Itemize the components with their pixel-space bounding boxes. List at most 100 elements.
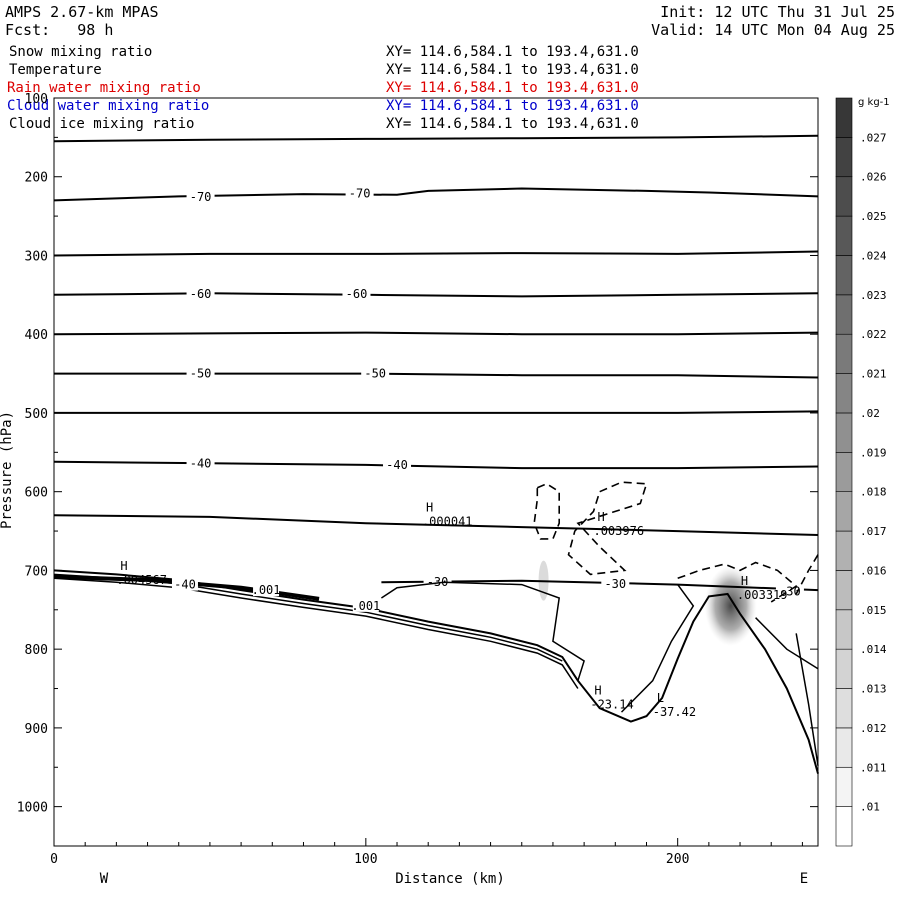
temperature-contour — [53, 292, 819, 298]
colorbar-swatch — [835, 806, 853, 847]
colorbar-swatch — [835, 727, 853, 768]
colorbar-swatch — [835, 255, 853, 296]
colorbar-swatch — [835, 176, 853, 217]
colorbar-label: .013 — [860, 683, 887, 696]
extremum-type: H — [594, 683, 601, 697]
colorbar-label: .019 — [860, 446, 887, 459]
contour-label: -30 — [604, 577, 626, 591]
colorbar-label: .016 — [860, 564, 887, 577]
colorbar-label: .024 — [860, 249, 887, 262]
contour-label: .001 — [252, 583, 281, 597]
terrain-line — [53, 573, 563, 662]
temperature-contour — [53, 460, 819, 470]
colorbar-label: .027 — [860, 131, 887, 144]
colorbar-unit: g kg-1 — [858, 97, 890, 108]
snow-contour — [677, 561, 798, 603]
extremum-value: .003319 — [737, 588, 788, 602]
x-tick-label: 0 — [50, 852, 58, 867]
forecast-label-text: Fcst: — [5, 21, 51, 39]
colorbar-swatch — [835, 294, 853, 335]
colorbar-label: .02 — [860, 407, 880, 420]
colorbar-label: .025 — [860, 210, 887, 223]
colorbar-swatch — [835, 137, 853, 178]
snow-contour — [533, 482, 560, 540]
y-tick-label: 300 — [25, 249, 48, 264]
colorbar-swatch — [835, 452, 853, 492]
contour-label: -50 — [190, 367, 212, 381]
field-name: Cloud water mixing ratio — [7, 98, 210, 114]
temperature-contour — [755, 617, 819, 670]
contour-label: .001 — [351, 599, 380, 613]
y-tick-label: 100 — [25, 92, 48, 107]
temperature-contour — [54, 372, 819, 379]
y-tick-label: 400 — [25, 328, 48, 343]
colorbar-swatch — [835, 97, 853, 138]
direction-east: E — [800, 871, 808, 887]
y-tick-label: 700 — [25, 564, 48, 579]
field-name: Temperature — [9, 62, 102, 78]
y-tick-label: 800 — [25, 643, 48, 658]
contour-label: -60 — [346, 287, 368, 301]
colorbar-swatch — [835, 766, 853, 807]
field-name: Cloud ice mixing ratio — [9, 116, 195, 132]
y-axis-label: Pressure (hPa) — [0, 411, 15, 529]
contour-label: -70 — [190, 190, 212, 204]
y-tick-label: 600 — [25, 486, 48, 501]
y-tick-label: 900 — [25, 722, 48, 737]
contour-label: -60 — [190, 287, 212, 301]
colorbar-swatch — [835, 215, 853, 256]
x-tick-label: 100 — [354, 852, 377, 867]
extremum-value: .000041 — [422, 515, 473, 529]
forecast-label: Fcst: 98 h — [5, 22, 113, 38]
contour-label: -40 — [386, 458, 408, 472]
colorbar-label: .012 — [860, 722, 887, 735]
colorbar-swatch — [835, 609, 853, 650]
direction-west: W — [100, 871, 109, 887]
colorbar-label: .01 — [860, 801, 880, 814]
colorbar-swatch — [835, 412, 853, 453]
colorbar-swatch — [835, 373, 853, 414]
ice-shading — [704, 565, 757, 646]
snow-contour — [567, 481, 648, 576]
colorbar-label: .018 — [860, 486, 887, 499]
extremum-value: .004567 — [116, 573, 167, 587]
contour-label: -30 — [779, 585, 801, 599]
colorbar-label: .014 — [860, 643, 887, 656]
colorbar-swatch — [835, 648, 853, 689]
field-xy-range: XY= 114.6,584.1 to 193.4,631.0 — [386, 80, 639, 96]
terrain-line — [795, 633, 819, 766]
terrain-line — [53, 569, 819, 774]
y-tick-label: 1000 — [17, 801, 48, 816]
colorbar-swatch — [835, 491, 853, 532]
field-name: Rain water mixing ratio — [7, 80, 201, 96]
colorbar-label: .015 — [860, 604, 887, 617]
extremum-type: H — [597, 510, 604, 524]
temperature-contour — [54, 410, 819, 414]
temperature-contour — [53, 187, 819, 202]
colorbar-swatch — [835, 570, 853, 611]
contour-label: -40 — [174, 578, 196, 592]
y-tick-label: 200 — [25, 171, 48, 186]
extremum-value: -23.14 — [590, 697, 633, 711]
extremum-value: -37.42 — [653, 705, 696, 719]
model-title: AMPS 2.67-km MPAS — [5, 3, 159, 21]
contour-label: -40 — [190, 456, 212, 470]
field-name: Snow mixing ratio — [9, 44, 153, 60]
field-xy-range: XY= 114.6,584.1 to 193.4,631.0 — [386, 62, 639, 78]
colorbar-label: .011 — [860, 761, 887, 774]
field-xy-range: XY= 114.6,584.1 to 193.4,631.0 — [386, 44, 639, 60]
init-time: Init: 12 UTC Thu 31 Jul 25 — [660, 3, 895, 21]
valid-time: Valid: 14 UTC Mon 04 Aug 25 — [651, 21, 895, 39]
colorbar-swatch — [835, 333, 853, 374]
temperature-contour — [53, 250, 819, 257]
x-axis-label: Distance (km) — [395, 871, 505, 887]
temperature-contour — [53, 134, 819, 143]
snow-contour — [795, 554, 819, 595]
colorbar-label: .022 — [860, 328, 887, 341]
x-tick-label: 200 — [666, 852, 689, 867]
temperature-contour — [380, 581, 585, 681]
colorbar-label: .021 — [860, 368, 887, 381]
y-tick-label: 500 — [25, 407, 48, 422]
contour-label: -50 — [364, 367, 386, 381]
